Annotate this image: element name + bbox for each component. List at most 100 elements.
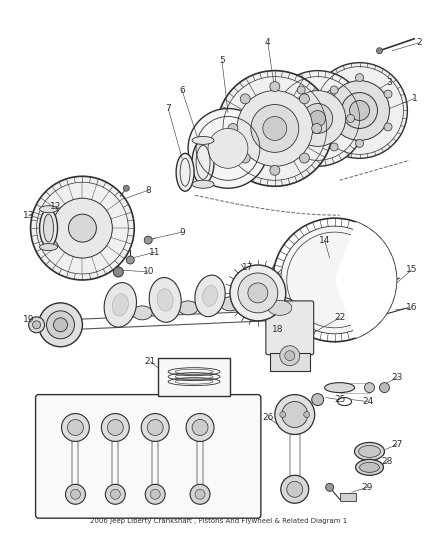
Text: 12: 12	[50, 201, 61, 211]
Circle shape	[192, 419, 208, 435]
Circle shape	[327, 90, 335, 98]
Circle shape	[110, 489, 120, 499]
Text: 23: 23	[392, 373, 403, 382]
Circle shape	[330, 80, 389, 140]
Text: 8: 8	[145, 185, 151, 195]
Circle shape	[251, 104, 299, 152]
Circle shape	[66, 484, 85, 504]
Text: 5: 5	[219, 56, 225, 65]
Circle shape	[39, 303, 82, 347]
Ellipse shape	[195, 275, 225, 317]
Circle shape	[190, 484, 210, 504]
Circle shape	[188, 109, 268, 188]
Text: 3: 3	[387, 78, 392, 87]
Circle shape	[195, 489, 205, 499]
Text: 6: 6	[179, 86, 185, 95]
Bar	[339, 493, 356, 501]
Circle shape	[141, 414, 169, 441]
Circle shape	[281, 226, 389, 334]
Circle shape	[310, 110, 326, 126]
Ellipse shape	[178, 301, 198, 315]
Circle shape	[46, 311, 74, 339]
Circle shape	[384, 90, 392, 98]
Ellipse shape	[355, 442, 385, 461]
Bar	[270, 353, 310, 370]
Circle shape	[280, 346, 300, 366]
Circle shape	[67, 419, 83, 435]
Text: 9: 9	[179, 228, 185, 237]
Ellipse shape	[192, 140, 214, 184]
Ellipse shape	[43, 214, 53, 242]
Circle shape	[237, 91, 313, 166]
Circle shape	[240, 153, 250, 163]
Circle shape	[53, 318, 67, 332]
Ellipse shape	[39, 206, 57, 213]
FancyBboxPatch shape	[266, 301, 314, 355]
Ellipse shape	[220, 297, 240, 311]
Circle shape	[280, 411, 286, 417]
Circle shape	[330, 86, 338, 94]
Circle shape	[68, 214, 96, 242]
Circle shape	[126, 256, 134, 264]
Circle shape	[240, 94, 250, 104]
Ellipse shape	[234, 273, 262, 313]
Circle shape	[270, 71, 366, 166]
Circle shape	[342, 93, 378, 128]
Text: 11: 11	[149, 247, 161, 256]
Text: 28: 28	[382, 457, 393, 466]
Circle shape	[371, 289, 378, 295]
Circle shape	[350, 101, 370, 120]
Ellipse shape	[360, 462, 379, 472]
Circle shape	[31, 176, 134, 280]
Circle shape	[270, 82, 280, 92]
Text: 15: 15	[406, 265, 417, 274]
Text: 7: 7	[165, 104, 171, 113]
Circle shape	[297, 143, 305, 151]
Circle shape	[384, 123, 392, 131]
Circle shape	[377, 47, 382, 54]
Circle shape	[186, 414, 214, 441]
Text: 18: 18	[272, 325, 283, 334]
Circle shape	[377, 313, 382, 319]
Ellipse shape	[39, 244, 57, 251]
Circle shape	[275, 394, 314, 434]
Circle shape	[228, 124, 238, 133]
Text: 16: 16	[406, 303, 417, 312]
Circle shape	[147, 419, 163, 435]
Text: 17: 17	[242, 263, 254, 272]
Circle shape	[150, 489, 160, 499]
Ellipse shape	[356, 459, 384, 475]
Text: 19: 19	[23, 316, 34, 324]
Circle shape	[107, 419, 124, 435]
Text: 10: 10	[142, 268, 154, 277]
Bar	[158, 358, 230, 395]
Text: 29: 29	[362, 483, 373, 492]
Circle shape	[32, 321, 41, 329]
Wedge shape	[335, 222, 396, 338]
Circle shape	[281, 115, 289, 123]
Circle shape	[248, 283, 268, 303]
Text: 2006 Jeep Liberty Crankshaft , Pistons And Flywheel & Related Diagram 1: 2006 Jeep Liberty Crankshaft , Pistons A…	[90, 518, 348, 524]
Text: 1: 1	[412, 94, 417, 103]
Circle shape	[106, 484, 125, 504]
Circle shape	[304, 411, 310, 417]
Circle shape	[270, 165, 280, 175]
Ellipse shape	[268, 301, 292, 316]
FancyBboxPatch shape	[35, 394, 261, 518]
Text: 4: 4	[265, 38, 271, 47]
Circle shape	[290, 91, 346, 147]
Circle shape	[346, 115, 355, 123]
Ellipse shape	[263, 297, 297, 319]
Ellipse shape	[149, 278, 181, 322]
Ellipse shape	[132, 306, 152, 320]
Circle shape	[61, 414, 89, 441]
Circle shape	[300, 94, 309, 104]
Circle shape	[144, 236, 152, 244]
Circle shape	[330, 143, 338, 151]
Text: 27: 27	[392, 440, 403, 449]
Circle shape	[312, 124, 321, 133]
Circle shape	[282, 401, 308, 427]
Ellipse shape	[241, 283, 255, 303]
Text: 25: 25	[334, 395, 345, 404]
Circle shape	[300, 153, 309, 163]
